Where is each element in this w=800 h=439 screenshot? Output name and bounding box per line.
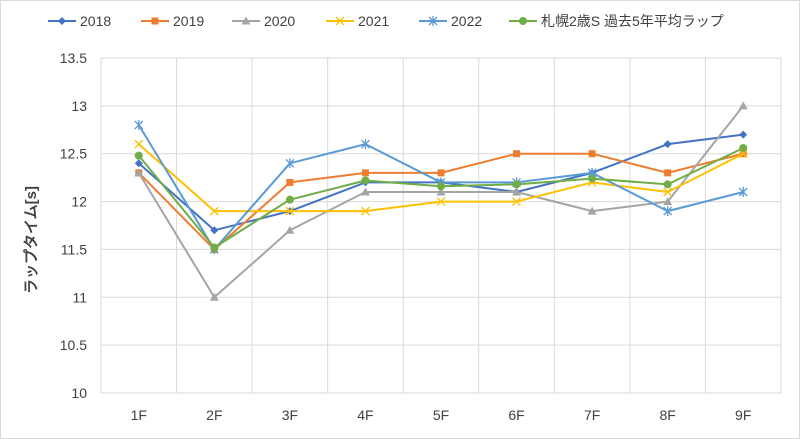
legend-item: 2021 (326, 13, 389, 29)
x-tick-label: 8F (659, 407, 675, 423)
data-point (285, 225, 295, 234)
legend-label: 2018 (80, 13, 111, 29)
series-group (134, 101, 748, 301)
data-point (587, 206, 597, 215)
legend-item: 2019 (141, 13, 204, 29)
legend-marker (241, 16, 251, 25)
data-point (285, 206, 295, 216)
legend: 2018 2019 2020 2021 2022 札幌2歳S 過去5年平均ラップ (48, 13, 724, 29)
legend-marker (519, 17, 527, 25)
y-tick-label: 10.5 (60, 337, 87, 353)
data-point (588, 150, 596, 158)
data-point (134, 120, 144, 130)
legend-item: 札幌2歳S 過去5年平均ラップ (509, 13, 724, 29)
data-point (361, 169, 369, 177)
x-tick-label: 9F (735, 407, 751, 423)
legend-marker (151, 17, 159, 25)
data-point (285, 195, 294, 204)
data-point (360, 139, 370, 150)
data-point (663, 180, 672, 189)
x-axis-ticks: 1F 2F 3F 4F 5F 6F 7F 8F 9F (131, 407, 752, 423)
x-tick-label: 7F (584, 407, 600, 423)
data-point (285, 158, 295, 169)
data-point (588, 174, 597, 183)
grid (100, 57, 782, 394)
data-point (663, 140, 672, 149)
legend-item: 2018 (48, 13, 111, 29)
y-axis-title: ラップタイム[s] (23, 186, 40, 294)
legend-label: 2019 (173, 13, 204, 29)
data-point (512, 187, 522, 196)
data-point (738, 187, 748, 197)
x-tick-label: 2F (206, 407, 222, 423)
data-point (437, 169, 445, 177)
y-tick-label: 13.5 (60, 50, 87, 66)
x-tick-label: 3F (282, 407, 298, 423)
x-tick-label: 4F (357, 407, 373, 423)
data-point (209, 206, 219, 216)
series-6 (134, 143, 748, 252)
legend-item: 2022 (419, 13, 482, 29)
data-point (134, 168, 144, 177)
data-point (664, 169, 672, 177)
data-point (512, 180, 521, 189)
y-tick-label: 13 (71, 98, 87, 114)
x-tick-label: 6F (508, 407, 524, 423)
x-tick-label: 1F (131, 407, 147, 423)
data-point (739, 130, 748, 139)
data-point (360, 206, 370, 216)
data-point (663, 187, 673, 197)
x-tick-label: 5F (433, 407, 449, 423)
legend-marker (335, 16, 345, 26)
data-point (360, 187, 370, 196)
legend-label: 2021 (358, 13, 389, 29)
data-point (436, 187, 446, 196)
data-point (513, 150, 521, 158)
y-tick-label: 11 (72, 289, 87, 305)
y-tick-label: 11.5 (61, 241, 87, 257)
y-tick-label: 12.5 (60, 146, 87, 162)
y-tick-label: 10 (71, 385, 87, 401)
data-point (512, 197, 522, 207)
legend-item: 2020 (232, 13, 295, 29)
data-point (663, 197, 673, 206)
legend-label: 札幌2歳S 過去5年平均ラップ (541, 13, 724, 29)
data-point (436, 197, 446, 207)
legend-label: 2022 (451, 13, 482, 29)
series-3 (134, 101, 748, 301)
data-point (134, 159, 143, 168)
legend-marker (428, 16, 438, 26)
y-tick-label: 12 (71, 194, 87, 210)
data-point (210, 243, 219, 252)
data-point (739, 143, 748, 152)
data-point (134, 139, 144, 149)
data-point (286, 178, 294, 186)
data-point (663, 206, 673, 217)
data-point (209, 292, 219, 301)
data-point (437, 182, 445, 191)
y-axis-ticks: 10 10.5 11 11.5 12 12.5 13 13.5 (60, 50, 87, 401)
data-point (210, 226, 219, 235)
legend-marker (58, 17, 66, 25)
data-point (738, 149, 748, 159)
legend-label: 2020 (264, 13, 295, 29)
data-point (361, 176, 370, 185)
data-point (134, 151, 143, 160)
data-point (738, 101, 748, 110)
